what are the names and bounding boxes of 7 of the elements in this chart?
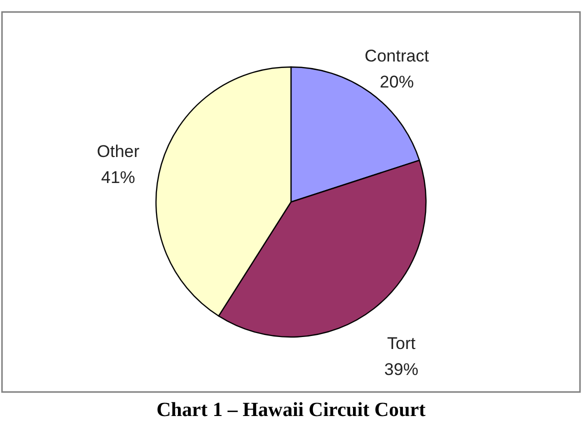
data-label: 41%: [101, 168, 136, 187]
data-label: 20%: [380, 72, 414, 92]
data-label: 39%: [384, 360, 418, 380]
slice-label: Other: [96, 142, 140, 161]
slice-label: Contract: [364, 46, 430, 66]
slice-label: Tort: [387, 334, 416, 354]
text: Chart 1 – Hawaii Circuit Court: [156, 399, 426, 421]
